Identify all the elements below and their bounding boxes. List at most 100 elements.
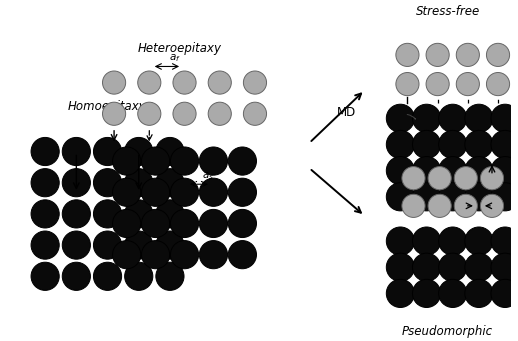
Circle shape — [31, 200, 59, 228]
Circle shape — [386, 227, 414, 255]
Circle shape — [402, 167, 425, 190]
Circle shape — [465, 130, 493, 159]
Circle shape — [141, 178, 170, 206]
Circle shape — [486, 43, 510, 66]
Circle shape — [396, 43, 419, 66]
Circle shape — [412, 227, 441, 255]
Circle shape — [156, 168, 184, 197]
Circle shape — [62, 168, 91, 197]
Circle shape — [170, 178, 198, 206]
Circle shape — [141, 240, 170, 269]
Circle shape — [491, 157, 518, 185]
Circle shape — [31, 168, 59, 197]
Circle shape — [439, 279, 467, 308]
Text: Stress-free: Stress-free — [415, 5, 480, 18]
Circle shape — [199, 147, 227, 175]
Circle shape — [62, 231, 91, 259]
Circle shape — [156, 137, 184, 166]
Circle shape — [125, 137, 153, 166]
Circle shape — [141, 147, 170, 175]
Circle shape — [93, 200, 122, 228]
Circle shape — [386, 104, 414, 132]
Circle shape — [112, 209, 141, 238]
Circle shape — [480, 194, 503, 218]
Circle shape — [491, 227, 518, 255]
Circle shape — [125, 262, 153, 291]
Circle shape — [480, 167, 503, 190]
Circle shape — [491, 130, 518, 159]
Circle shape — [112, 240, 141, 269]
Text: Homoepitaxy: Homoepitaxy — [68, 100, 147, 113]
Circle shape — [454, 194, 478, 218]
Circle shape — [138, 102, 161, 125]
Circle shape — [396, 73, 419, 96]
Circle shape — [125, 200, 153, 228]
Circle shape — [156, 231, 184, 259]
Circle shape — [103, 102, 126, 125]
Circle shape — [456, 43, 479, 66]
Circle shape — [173, 102, 196, 125]
Circle shape — [243, 71, 267, 94]
Circle shape — [170, 240, 198, 269]
Circle shape — [31, 137, 59, 166]
Circle shape — [486, 73, 510, 96]
Circle shape — [170, 147, 198, 175]
Circle shape — [386, 130, 414, 159]
Circle shape — [93, 231, 122, 259]
Circle shape — [31, 262, 59, 291]
Circle shape — [454, 167, 478, 190]
Circle shape — [228, 178, 256, 206]
Text: $a_s$: $a_s$ — [202, 170, 213, 182]
Circle shape — [93, 262, 122, 291]
Circle shape — [170, 209, 198, 238]
Circle shape — [228, 240, 256, 269]
Circle shape — [173, 71, 196, 94]
Circle shape — [439, 130, 467, 159]
Circle shape — [93, 137, 122, 166]
Circle shape — [439, 227, 467, 255]
Circle shape — [491, 104, 518, 132]
Circle shape — [412, 130, 441, 159]
Circle shape — [156, 200, 184, 228]
Circle shape — [386, 183, 414, 211]
Circle shape — [199, 209, 227, 238]
Circle shape — [412, 157, 441, 185]
Circle shape — [412, 104, 441, 132]
Circle shape — [199, 240, 227, 269]
Circle shape — [386, 157, 414, 185]
Circle shape — [491, 183, 518, 211]
Circle shape — [439, 253, 467, 281]
Circle shape — [386, 279, 414, 308]
Circle shape — [141, 209, 170, 238]
Circle shape — [199, 178, 227, 206]
Circle shape — [456, 73, 479, 96]
Circle shape — [412, 183, 441, 211]
Circle shape — [465, 104, 493, 132]
Circle shape — [243, 102, 267, 125]
Circle shape — [31, 231, 59, 259]
Circle shape — [465, 279, 493, 308]
FancyArrowPatch shape — [407, 115, 415, 119]
Circle shape — [125, 231, 153, 259]
Circle shape — [402, 194, 425, 218]
Circle shape — [112, 178, 141, 206]
Circle shape — [465, 183, 493, 211]
Circle shape — [228, 209, 256, 238]
Text: Pseudomorphic: Pseudomorphic — [402, 325, 493, 338]
Text: Heteroepitaxy: Heteroepitaxy — [137, 42, 222, 55]
Circle shape — [428, 167, 451, 190]
Circle shape — [465, 157, 493, 185]
Circle shape — [62, 137, 91, 166]
Circle shape — [491, 279, 518, 308]
Text: MD: MD — [337, 106, 356, 119]
Circle shape — [138, 71, 161, 94]
Circle shape — [208, 102, 232, 125]
Circle shape — [412, 279, 441, 308]
Circle shape — [62, 200, 91, 228]
Circle shape — [465, 253, 493, 281]
Circle shape — [208, 71, 232, 94]
Circle shape — [491, 253, 518, 281]
Circle shape — [386, 253, 414, 281]
Circle shape — [439, 183, 467, 211]
Text: $a_f$: $a_f$ — [169, 52, 181, 64]
